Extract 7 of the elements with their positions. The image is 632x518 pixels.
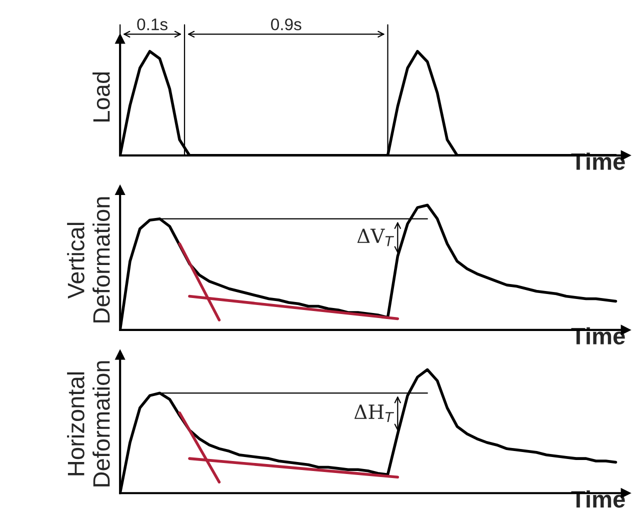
y-axis-title: Load <box>92 72 110 122</box>
y-axis-title: Vertical Deformation <box>67 197 110 322</box>
text: 0.9s <box>271 18 302 30</box>
annotation: ΔV$_{T}$ <box>357 228 394 246</box>
annotation: ΔH$_{T}$ <box>354 404 394 422</box>
text: 0.1s <box>137 18 168 30</box>
y-axis-title: Horizontal Deformation <box>67 361 110 486</box>
